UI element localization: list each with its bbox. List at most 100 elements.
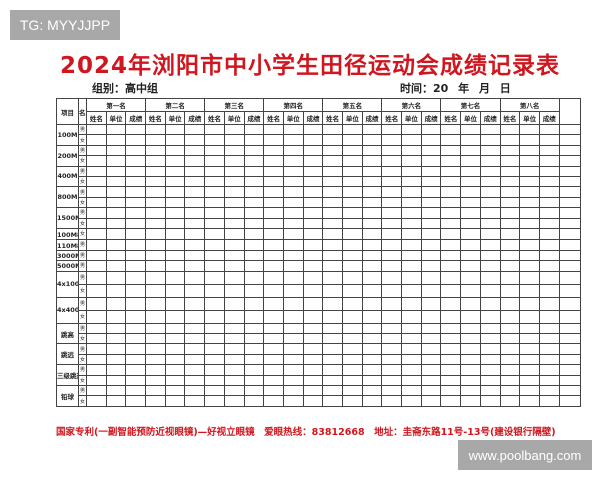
header-subcol: 成绩: [243, 111, 265, 125]
result-cell: [86, 322, 107, 335]
gender-cell: 女: [78, 196, 87, 209]
table-row: 100M 男: [56, 123, 581, 146]
result-cell: [401, 217, 422, 229]
result-cell: [440, 322, 462, 335]
result-cell: [342, 165, 363, 177]
result-cell: [342, 144, 363, 157]
group-label: 组别：高中组: [92, 82, 158, 95]
result-cell: [263, 353, 284, 366]
result-cell: [125, 165, 147, 177]
result-cell: [164, 395, 186, 407]
result-cell: [381, 374, 403, 387]
result-cell: [204, 309, 225, 324]
result-cell: [401, 238, 422, 251]
result-cell: [263, 196, 284, 209]
result-cell: [538, 165, 560, 177]
result-cell: [145, 165, 166, 177]
result-cell: [223, 249, 245, 262]
table-row: 女: [57, 333, 581, 345]
result-cell: [420, 165, 442, 177]
table-row: 女: [57, 309, 581, 324]
gender-cell: 女: [78, 175, 87, 188]
event-name: 4x400M: [56, 296, 79, 324]
result-cell: [499, 155, 521, 167]
gender-cell: 女: [78, 309, 87, 324]
table-row: 女: [57, 217, 581, 229]
result-cell: [164, 123, 186, 136]
result-cell: [164, 385, 186, 397]
gender-cell: 女: [78, 333, 87, 345]
result-cell: [263, 343, 284, 355]
result-cell: [145, 283, 166, 298]
result-cell: [401, 155, 422, 167]
header-place: 第一名: [85, 98, 147, 112]
result-cell: [479, 165, 501, 177]
result-cell: [479, 175, 501, 188]
result-cell: [460, 309, 481, 324]
header-subcol: 单位: [164, 111, 186, 125]
event-name: 5000M: [56, 260, 79, 272]
result-cell: [125, 364, 147, 376]
result-cell: [479, 123, 501, 136]
result-cell: [223, 283, 245, 298]
result-cell: [184, 207, 206, 219]
result-cell: [342, 196, 363, 209]
result-cell: [164, 296, 186, 311]
gender-cell: 女: [78, 155, 87, 167]
result-cell: [420, 186, 442, 198]
result-cell: [440, 175, 462, 188]
table-row: 3000M男: [56, 249, 581, 262]
result-cell: [263, 296, 284, 311]
table-row: 铅球男: [56, 385, 581, 407]
event-name: 100M: [56, 124, 79, 146]
result-cell: [401, 309, 422, 324]
result-cell: [302, 165, 324, 177]
result-cell: [105, 217, 127, 229]
result-cell: [204, 196, 225, 209]
result-cell: [440, 123, 462, 136]
result-cell: [263, 134, 284, 146]
watermark-tg: TG: MYYJJPP: [10, 10, 120, 40]
result-cell: [322, 249, 343, 262]
result-cell: [381, 296, 403, 311]
result-cell: [223, 270, 245, 285]
result-cell: [105, 238, 127, 251]
table-row: 200M 男: [56, 144, 581, 167]
result-cell: [381, 353, 403, 366]
result-cell: [125, 343, 147, 355]
result-cell: [519, 343, 540, 355]
result-cell: [243, 260, 265, 272]
result-cell: [538, 374, 560, 387]
event-name: 跳高: [56, 322, 79, 345]
result-cell: [302, 134, 324, 146]
result-cell: [401, 395, 422, 407]
result-cell: [361, 353, 383, 366]
result-cell: [440, 217, 462, 229]
result-cell: [519, 144, 540, 157]
event-name: 200M: [56, 144, 79, 167]
header-subcol: 单位: [282, 111, 304, 125]
header-subcol: 成绩: [479, 111, 501, 125]
result-cell: [145, 374, 166, 387]
result-cell: [420, 207, 442, 219]
result-cell: [519, 333, 540, 345]
result-cell: [322, 296, 343, 311]
result-cell: [322, 353, 343, 366]
result-cell: [460, 364, 481, 376]
result-cell: [558, 217, 581, 229]
result-cell: [519, 309, 540, 324]
result-cell: [479, 395, 501, 407]
result-cell: [86, 207, 107, 219]
result-cell: [105, 165, 127, 177]
result-cell: [381, 227, 403, 240]
event-name: 跳远: [56, 343, 79, 366]
result-cell: [558, 270, 581, 285]
result-cell: [184, 134, 206, 146]
result-cell: [243, 196, 265, 209]
result-cell: [479, 207, 501, 219]
result-cell: [105, 260, 127, 272]
table-row: 1500M男: [56, 207, 581, 229]
result-cell: [282, 364, 304, 376]
result-cell: [243, 283, 265, 298]
result-cell: [381, 333, 403, 345]
